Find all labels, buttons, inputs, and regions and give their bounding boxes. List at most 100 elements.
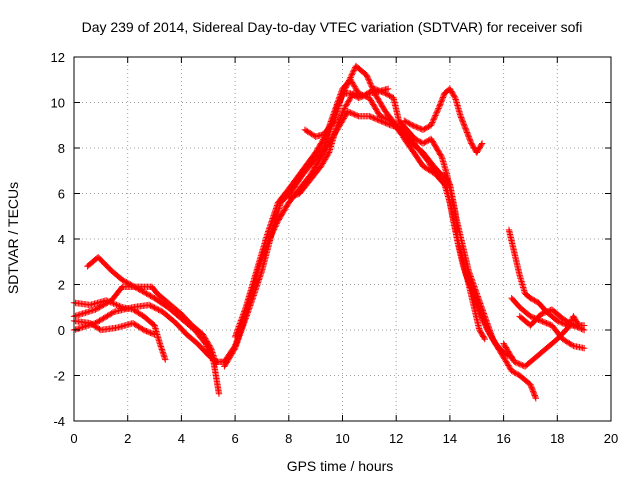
data-point [345,98,352,105]
data-point [97,303,105,310]
data-point [147,292,154,300]
data-point [478,141,485,148]
data-point [124,279,131,287]
data-point [528,384,535,391]
data-point [351,92,358,99]
data-point [319,160,326,167]
data-point [464,130,471,138]
data-point [101,301,109,308]
data-point [473,290,480,297]
data-point [231,345,239,352]
data-point [570,322,577,329]
data-point [104,299,111,306]
data-point [348,90,356,98]
data-point [579,326,587,333]
data-point [438,98,445,105]
data-point [480,310,487,317]
data-point [532,395,540,402]
data-point [460,121,468,128]
data-point [556,318,564,326]
y-tick-label: -2 [53,369,65,384]
data-point [202,335,209,342]
data-point [409,122,416,129]
data-point [242,313,250,321]
data-point [576,325,584,332]
data-point [487,330,495,337]
data-point [108,310,115,317]
data-point [528,295,535,303]
data-point [320,144,327,152]
data-point [414,137,421,144]
data-point [476,297,483,304]
data-point [243,310,251,318]
data-point [439,94,447,101]
data-point [486,325,493,333]
data-point [478,303,485,310]
data-point [363,91,370,98]
data-point [468,274,475,282]
data-point [350,110,357,118]
data-point [100,315,107,322]
data-point [92,306,99,313]
data-point [352,84,359,92]
data-point [564,324,572,331]
data-point [413,123,420,131]
data-point [335,119,342,126]
data-point [528,313,535,321]
data-point [410,122,417,130]
data-point [540,318,548,326]
data-point [359,93,366,100]
data-point [568,321,576,328]
data-point [318,161,326,169]
data-point [370,114,377,122]
data-point [320,158,327,166]
data-point [143,327,150,335]
data-point [478,140,486,147]
data-point [419,140,427,147]
data-point [200,332,207,340]
data-point [437,101,444,108]
data-point [433,109,440,116]
data-layer [70,62,588,402]
data-point [113,301,120,308]
data-point [500,354,507,361]
data-point [423,137,431,145]
data-point [236,332,243,339]
data-point [434,106,442,114]
data-point [419,126,427,133]
data-point [199,331,207,338]
data-point [479,307,486,314]
data-point [107,311,114,318]
data-point [411,135,419,143]
data-point [148,330,156,337]
data-point [244,309,251,316]
data-point [155,306,162,313]
y-tick-label: 4 [58,232,65,247]
data-point [555,318,562,325]
data-point [458,115,465,123]
x-tick-label: 0 [70,431,77,446]
data-point [481,311,488,319]
data-point [234,336,242,343]
data-point [386,92,393,99]
data-point [461,122,468,129]
data-point [462,126,470,133]
data-point [93,319,101,326]
data-point [235,335,242,342]
data-point [366,79,373,86]
data-point [387,93,395,100]
data-point [148,303,156,310]
data-point [247,302,254,309]
data-point [506,363,513,371]
series-track-1 [70,297,169,363]
data-point [539,318,546,325]
data-point [531,297,538,304]
data-point [474,291,481,299]
data-point [435,103,443,111]
data-point [322,139,330,146]
data-point [241,316,249,323]
data-point [151,331,158,338]
data-point [109,309,117,316]
data-point [483,317,490,324]
data-point [364,73,371,80]
